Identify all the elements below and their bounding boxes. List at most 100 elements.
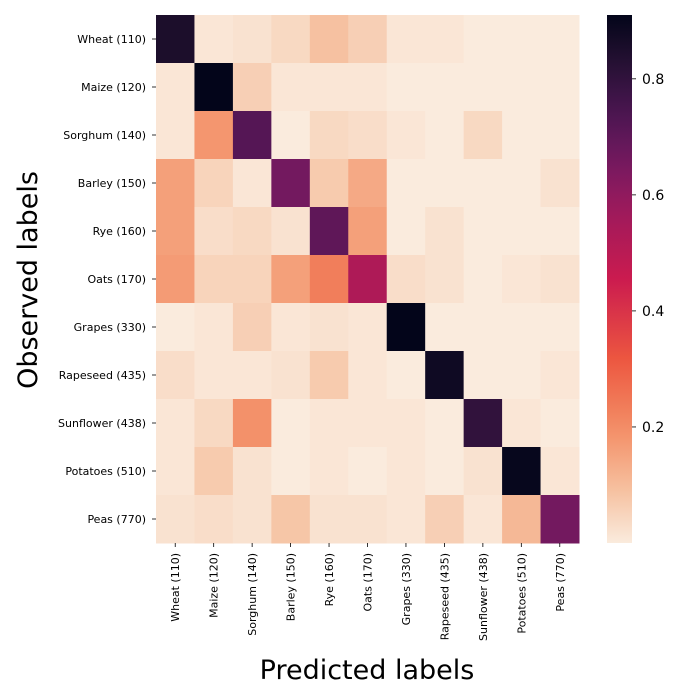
heatmap-cell [425,447,465,496]
heatmap-cell [232,447,272,496]
heatmap-cell [156,255,195,304]
heatmap-cell [386,303,426,352]
x-tick-label: Sunflower (438) [477,553,490,641]
y-tick-label: Rapeseed (435) [59,369,146,382]
heatmap-cell [309,207,349,256]
heatmap-cell [502,159,542,208]
heatmap-cell [309,495,349,544]
x-tick-label: Wheat (110) [169,553,182,622]
heatmap-cell [386,111,426,160]
heatmap-cell [540,255,580,304]
heatmap-cell [271,111,311,160]
colorbar [607,15,632,543]
heatmap-cell [386,15,426,64]
heatmap-cell [425,207,465,256]
x-tick-label: Oats (170) [362,553,375,612]
heatmap-cell [540,207,580,256]
heatmap-cell [502,207,542,256]
heatmap-cell [232,15,272,64]
heatmap-cell [502,399,542,448]
heatmap-cell [271,351,311,400]
heatmap-cell [271,447,311,496]
colorbar-tick-label: 0.8 [642,72,664,88]
y-axis-label: Observed labels [13,171,44,389]
heatmap-cells [156,15,580,544]
heatmap-cell [348,207,388,256]
heatmap-cell [232,351,272,400]
heatmap-cell [232,495,272,544]
heatmap-cell [463,495,503,544]
heatmap-cell [348,399,388,448]
heatmap-cell [348,63,388,112]
heatmap-cell [232,303,272,352]
heatmap-cell [309,255,349,304]
colorbar-ticks: 0.2 0.4 0.6 0.8 [632,72,664,436]
heatmap-cell [463,303,503,352]
heatmap-cell [502,111,542,160]
y-tick-label: Maize (120) [81,81,146,94]
heatmap-cell [232,255,272,304]
y-tick-label: Wheat (110) [77,33,146,46]
y-tick-label: Sorghum (140) [63,129,146,142]
heatmap-cell [540,351,580,400]
heatmap-cell [386,159,426,208]
heatmap-cell [194,351,234,400]
heatmap-cell [194,15,234,64]
x-tick-label: Grapes (330) [400,553,413,625]
heatmap-cell [386,399,426,448]
heatmap-cell [232,111,272,160]
heatmap-cell [348,15,388,64]
y-tick-labels: Wheat (110) Maize (120) Sorghum (140) Barle… [58,33,156,526]
y-tick-label: Oats (170) [87,273,146,286]
heatmap-cell [502,255,542,304]
heatmap-cell [194,399,234,448]
heatmap-cell [348,447,388,496]
heatmap-cell [540,495,580,544]
x-tick-label: Maize (120) [208,553,221,618]
heatmap-cell [271,399,311,448]
heatmap-cell [232,207,272,256]
heatmap-cell [502,63,542,112]
x-tick-label: Rye (160) [323,553,336,606]
heatmap-cell [463,63,503,112]
heatmap-cell [309,303,349,352]
heatmap-cell [156,303,195,352]
heatmap-cell [348,303,388,352]
heatmap-cell [348,111,388,160]
y-tick-label: Grapes (330) [74,321,146,334]
heatmap-cell [271,159,311,208]
heatmap-cell [348,351,388,400]
heatmap-cell [309,447,349,496]
heatmap-cell [386,255,426,304]
heatmap-cell [540,303,580,352]
heatmap-cell [194,255,234,304]
heatmap-cell [463,207,503,256]
heatmap-cell [194,207,234,256]
heatmap-cell [425,495,465,544]
x-tick-labels: Wheat (110) Maize (120) Sorghum (140) Barle… [169,543,567,641]
colorbar-tick-label: 0.4 [642,304,664,320]
heatmap-cell [271,15,311,64]
heatmap-cell [156,207,195,256]
colorbar-tick-label: 0.2 [642,420,664,436]
heatmap-cell [232,159,272,208]
heatmap-cell [502,495,542,544]
heatmap-cell [540,15,580,64]
heatmap-cell [194,495,234,544]
heatmap-cell [194,447,234,496]
heatmap-cell [156,447,195,496]
heatmap-cell [309,15,349,64]
heatmap-cell [502,15,542,64]
heatmap-cell [540,447,580,496]
heatmap-cell [425,255,465,304]
heatmap-cell [425,303,465,352]
heatmap-cell [502,351,542,400]
heatmap-cell [194,303,234,352]
heatmap-cell [463,111,503,160]
heatmap-cell [463,447,503,496]
heatmap-cell [271,495,311,544]
x-axis-label: Predicted labels [260,655,475,686]
y-tick-label: Sunflower (438) [58,417,146,430]
heatmap-cell [425,63,465,112]
